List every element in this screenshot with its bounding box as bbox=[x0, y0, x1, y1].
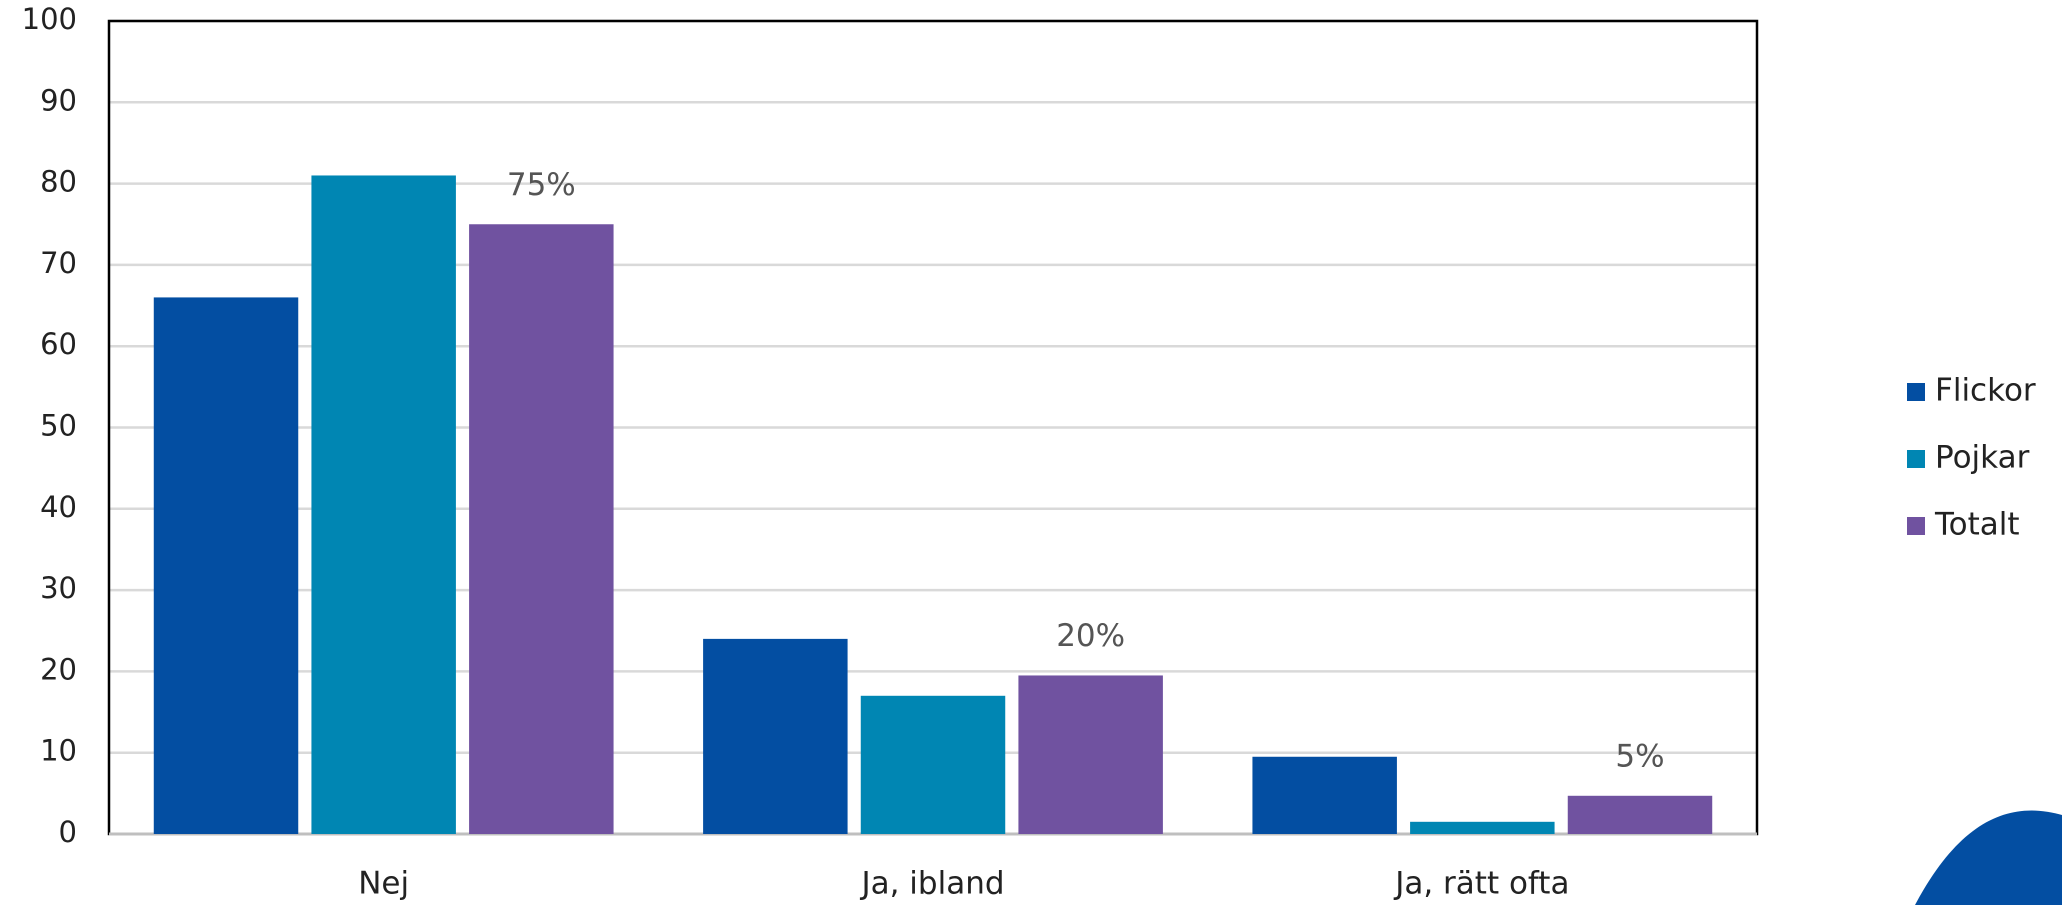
y-tick-label: 60 bbox=[40, 327, 77, 361]
y-tick-label: 90 bbox=[40, 83, 77, 117]
legend-swatch bbox=[1907, 517, 1925, 535]
legend-label: Totalt bbox=[1934, 507, 2020, 543]
decoration-blob bbox=[1915, 810, 2062, 905]
y-tick-label: 100 bbox=[22, 2, 77, 36]
y-tick-label: 40 bbox=[40, 490, 77, 524]
y-tick-label: 0 bbox=[59, 815, 77, 849]
value-label: 75% bbox=[507, 167, 576, 203]
y-tick-label: 50 bbox=[40, 409, 77, 443]
value-label: 5% bbox=[1615, 738, 1664, 774]
bar bbox=[1252, 756, 1397, 834]
legend-swatch bbox=[1907, 383, 1925, 401]
bar bbox=[469, 224, 614, 834]
legend-label: Pojkar bbox=[1935, 440, 2030, 476]
bar bbox=[311, 175, 456, 835]
bar bbox=[1018, 675, 1163, 834]
value-label: 20% bbox=[1056, 618, 1125, 654]
bar bbox=[860, 695, 1006, 834]
y-tick-label: 70 bbox=[40, 246, 77, 280]
bar bbox=[703, 638, 848, 834]
y-tick-label: 80 bbox=[40, 165, 77, 199]
y-tick-label: 20 bbox=[40, 652, 77, 686]
legend-swatch bbox=[1907, 450, 1925, 468]
x-tick-label: Nej bbox=[358, 866, 409, 902]
y-tick-label: 10 bbox=[40, 734, 77, 768]
legend-label: Flickor bbox=[1935, 373, 2036, 409]
x-tick-label: Ja, ibland bbox=[859, 866, 1004, 902]
y-tick-label: 30 bbox=[40, 571, 77, 605]
bar bbox=[153, 297, 299, 834]
bar bbox=[1567, 795, 1713, 834]
bar bbox=[1410, 821, 1555, 834]
x-tick-label: Ja, rätt ofta bbox=[1393, 866, 1569, 902]
